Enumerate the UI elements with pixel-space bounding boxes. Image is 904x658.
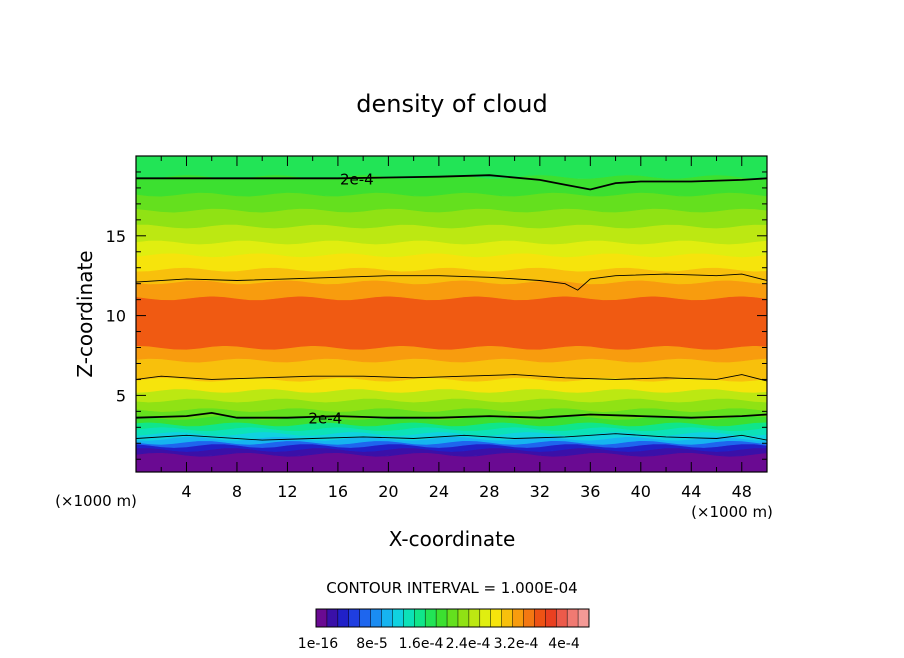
- x-tick-label: 20: [378, 482, 398, 501]
- contour-line: [136, 433, 767, 441]
- fill-band: [136, 156, 767, 179]
- colorbar: [315, 608, 590, 628]
- y-tick-label: 10: [106, 307, 126, 326]
- colorbar-swatch: [490, 609, 502, 627]
- x-tick-label: 28: [479, 482, 499, 501]
- plot-frame: [135, 155, 768, 473]
- y-axis-label: Z-coordinate: [73, 250, 97, 377]
- colorbar-swatch: [457, 609, 470, 627]
- colorbar-label: 1.6e-4: [399, 636, 444, 652]
- fill-bands: [136, 156, 767, 472]
- colorbar-label: 3.2e-4: [494, 636, 539, 652]
- colorbar-label: 1e-16: [298, 636, 338, 652]
- colorbar-swatch: [479, 609, 492, 627]
- colorbar-swatch: [414, 609, 426, 627]
- contour-line: [136, 174, 767, 191]
- x-tick-label: 44: [681, 482, 701, 501]
- colorbar-label: 2.4e-4: [446, 636, 491, 652]
- colorbar-swatch: [425, 609, 437, 627]
- contour-lines: [136, 174, 767, 441]
- colorbar-swatch: [567, 609, 579, 627]
- colorbar-swatch: [436, 609, 448, 627]
- colorbar-swatch: [556, 609, 568, 627]
- colorbar-labels: 1e-16 8e-5 1.6e-4 2.4e-4 3.2e-4 4e-4: [298, 636, 580, 652]
- colorbar-swatch: [578, 609, 590, 627]
- colorbar-swatch: [359, 609, 371, 627]
- x-tick-label: 8: [232, 482, 242, 501]
- colorbar-swatch: [447, 609, 459, 627]
- colorbar-swatch: [326, 609, 339, 627]
- colorbar-swatch: [370, 609, 382, 627]
- contour-labels: 2e-4 2e-4: [308, 170, 374, 428]
- colorbar-swatch: [403, 609, 415, 627]
- colorbar-swatch: [316, 609, 328, 627]
- colorbar-swatch: [381, 609, 393, 627]
- x-axis-label: X-coordinate: [389, 527, 516, 551]
- y-axis-ticks: 5 10 15: [106, 171, 767, 460]
- x-tick-label: 16: [328, 482, 348, 501]
- contour-line: [136, 411, 767, 419]
- colorbar-swatch: [392, 609, 404, 627]
- colorbar-swatch: [512, 609, 524, 627]
- colorbar-swatch: [337, 609, 350, 627]
- x-tick-label: 36: [580, 482, 600, 501]
- colorbar-swatch: [534, 609, 546, 627]
- colorbar-swatch: [545, 609, 557, 627]
- contour-label: 2e-4: [340, 170, 374, 188]
- colorbar-label: 8e-5: [356, 636, 387, 652]
- contour-line: [136, 374, 767, 382]
- colorbar-swatch: [523, 609, 535, 627]
- x-tick-label: 4: [181, 482, 191, 501]
- x-tick-label: 12: [277, 482, 297, 501]
- x-tick-label: 40: [631, 482, 651, 501]
- x-tick-label: 32: [530, 482, 550, 501]
- colorbar-label: 4e-4: [548, 636, 580, 652]
- colorbar-swatch: [468, 609, 481, 627]
- contour-line: [136, 273, 767, 291]
- contour-label: 2e-4: [308, 410, 342, 428]
- colorbar-frame: [315, 608, 590, 628]
- colorbar-swatch: [348, 609, 360, 627]
- chart-title: density of cloud: [356, 90, 547, 118]
- x-unit-label-left: (×1000 m): [55, 492, 137, 510]
- x-unit-label-right: (×1000 m): [691, 503, 773, 521]
- y-tick-label: 15: [106, 227, 126, 246]
- colorbar-swatch: [501, 609, 513, 627]
- x-tick-label: 24: [429, 482, 449, 501]
- x-axis-ticks: 4 8 12 16 20 24 28 32 36 40 44 48: [160, 156, 752, 501]
- y-tick-label: 5: [116, 386, 126, 405]
- contour-interval-text: CONTOUR INTERVAL = 1.000E-04: [326, 579, 577, 597]
- x-tick-label: 48: [732, 482, 752, 501]
- fill-band: [136, 295, 767, 350]
